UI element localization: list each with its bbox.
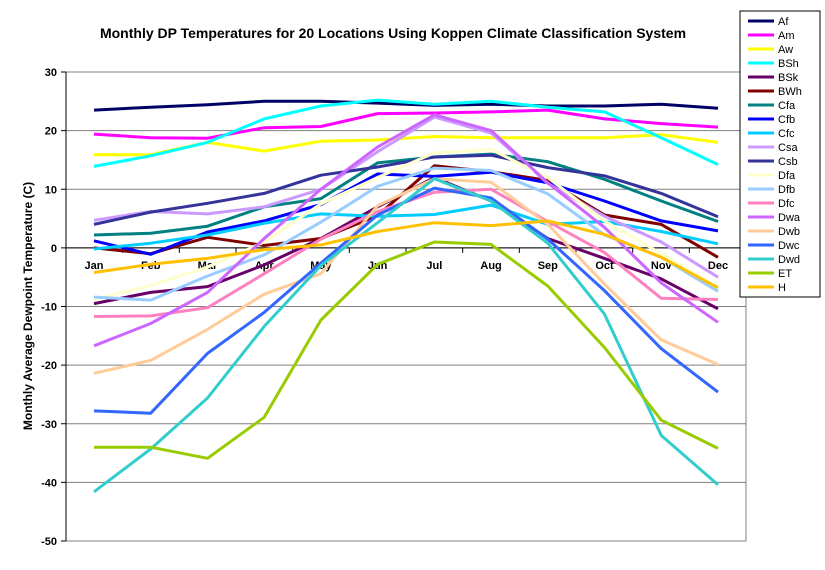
x-tick-label: Jul <box>426 260 442 272</box>
legend-label-csb: Csb <box>778 156 798 168</box>
legend-label-bsh: BSh <box>778 58 799 70</box>
series-line-csa <box>93 115 719 279</box>
series-lines <box>93 98 719 493</box>
legend-label-dwb: Dwb <box>778 226 800 238</box>
series-line-csb <box>93 153 719 226</box>
legend-label-dwd: Dwd <box>778 254 800 266</box>
legend-label-bsk: BSk <box>778 72 799 84</box>
x-tick-label: Dec <box>708 260 728 272</box>
x-tick-label: Aug <box>480 260 501 272</box>
y-tick-label: 10 <box>45 184 57 196</box>
legend-label-dwa: Dwa <box>778 212 801 224</box>
series-line-bsh <box>93 98 719 168</box>
series-line-cfa <box>93 152 719 237</box>
series-line-dfa <box>93 147 719 301</box>
legend-label-aw: Aw <box>778 44 793 56</box>
legend: Af Am Aw BSh BSk BWh Cfa Cfb Cfc Csa Csb Dfa Dfb Dfc D… <box>739 10 821 298</box>
chart-title: Monthly DP Temperatures for 20 Locations… <box>100 25 686 41</box>
series-line-af <box>93 99 719 112</box>
y-tick-label: -30 <box>41 419 57 431</box>
y-tick-label: -10 <box>41 302 57 314</box>
legend-label-et: ET <box>778 268 792 280</box>
y-tick-label: -20 <box>41 360 57 372</box>
legend-label-h: H <box>778 282 786 294</box>
legend-label-dfa: Dfa <box>778 170 796 182</box>
legend-label-dwc: Dwc <box>778 240 800 252</box>
legend-label-dfc: Dfc <box>778 198 795 210</box>
legend-label-cfb: Cfb <box>778 114 795 126</box>
legend-label-dfb: Dfb <box>778 184 795 196</box>
series-line-am <box>93 108 719 140</box>
x-tick-label: Nov <box>651 260 673 272</box>
legend-label-am: Am <box>778 30 795 42</box>
y-tick-label: 0 <box>51 243 57 255</box>
series-line-dwb <box>93 177 719 375</box>
legend-box <box>739 10 821 298</box>
series-line-et <box>94 240 719 460</box>
x-tick-label: Oct <box>595 260 614 272</box>
legend-label-bwh: BWh <box>778 86 802 98</box>
series-line-h <box>93 219 719 290</box>
y-axis-label: Monthly Average Dewpoint Temperature (C) <box>21 182 35 430</box>
legend-label-csa: Csa <box>778 142 798 154</box>
legend-label-cfc: Cfc <box>778 128 795 140</box>
series-line-dwd <box>93 177 719 493</box>
series-line-cfc <box>93 203 719 251</box>
x-tick-label: Jan <box>85 260 104 272</box>
y-tick-label: -50 <box>41 536 57 548</box>
legend-label-af: Af <box>778 16 789 28</box>
y-tick-label: 30 <box>45 67 57 79</box>
x-tick-label: Sep <box>538 260 558 272</box>
legend-label-cfa: Cfa <box>778 100 796 112</box>
y-tick-label: -40 <box>41 477 57 489</box>
y-tick-label: 20 <box>45 126 57 138</box>
